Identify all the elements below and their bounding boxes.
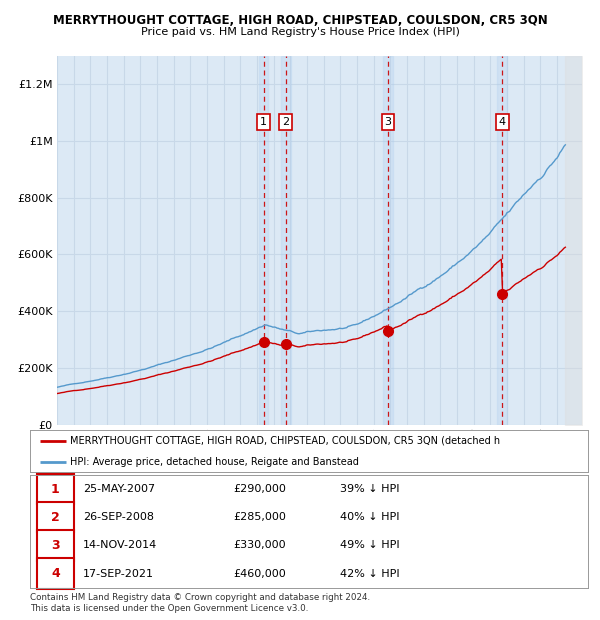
FancyBboxPatch shape (37, 559, 74, 589)
Text: 4: 4 (499, 117, 506, 127)
Text: 25-MAY-2007: 25-MAY-2007 (83, 484, 155, 494)
Bar (497, 56, 507, 425)
Bar (259, 56, 268, 425)
Text: 39% ↓ HPI: 39% ↓ HPI (340, 484, 399, 494)
Text: 49% ↓ HPI: 49% ↓ HPI (340, 541, 400, 551)
Text: 42% ↓ HPI: 42% ↓ HPI (340, 569, 400, 578)
Text: MERRYTHOUGHT COTTAGE, HIGH ROAD, CHIPSTEAD, COULSDON, CR5 3QN (detached h: MERRYTHOUGHT COTTAGE, HIGH ROAD, CHIPSTE… (70, 436, 500, 446)
Text: 1: 1 (51, 482, 60, 495)
Text: 3: 3 (385, 117, 392, 127)
Text: 1: 1 (260, 117, 267, 127)
Text: 3: 3 (51, 539, 60, 552)
FancyBboxPatch shape (37, 474, 74, 504)
Text: 2: 2 (282, 117, 289, 127)
Text: 17-SEP-2021: 17-SEP-2021 (83, 569, 154, 578)
Text: 4: 4 (51, 567, 60, 580)
Text: MERRYTHOUGHT COTTAGE, HIGH ROAD, CHIPSTEAD, COULSDON, CR5 3QN: MERRYTHOUGHT COTTAGE, HIGH ROAD, CHIPSTE… (53, 14, 547, 27)
Text: 40% ↓ HPI: 40% ↓ HPI (340, 512, 399, 522)
FancyBboxPatch shape (37, 502, 74, 533)
Bar (565, 56, 599, 425)
Bar (281, 56, 291, 425)
Text: £285,000: £285,000 (233, 512, 287, 522)
Text: 14-NOV-2014: 14-NOV-2014 (83, 541, 157, 551)
Text: 2: 2 (51, 511, 60, 524)
FancyBboxPatch shape (37, 530, 74, 560)
Bar (383, 56, 393, 425)
Text: £330,000: £330,000 (233, 541, 286, 551)
Text: £460,000: £460,000 (233, 569, 286, 578)
Text: 26-SEP-2008: 26-SEP-2008 (83, 512, 154, 522)
Text: Price paid vs. HM Land Registry's House Price Index (HPI): Price paid vs. HM Land Registry's House … (140, 27, 460, 37)
Text: £290,000: £290,000 (233, 484, 287, 494)
Text: HPI: Average price, detached house, Reigate and Banstead: HPI: Average price, detached house, Reig… (70, 457, 359, 467)
Text: Contains HM Land Registry data © Crown copyright and database right 2024.
This d: Contains HM Land Registry data © Crown c… (30, 593, 370, 613)
